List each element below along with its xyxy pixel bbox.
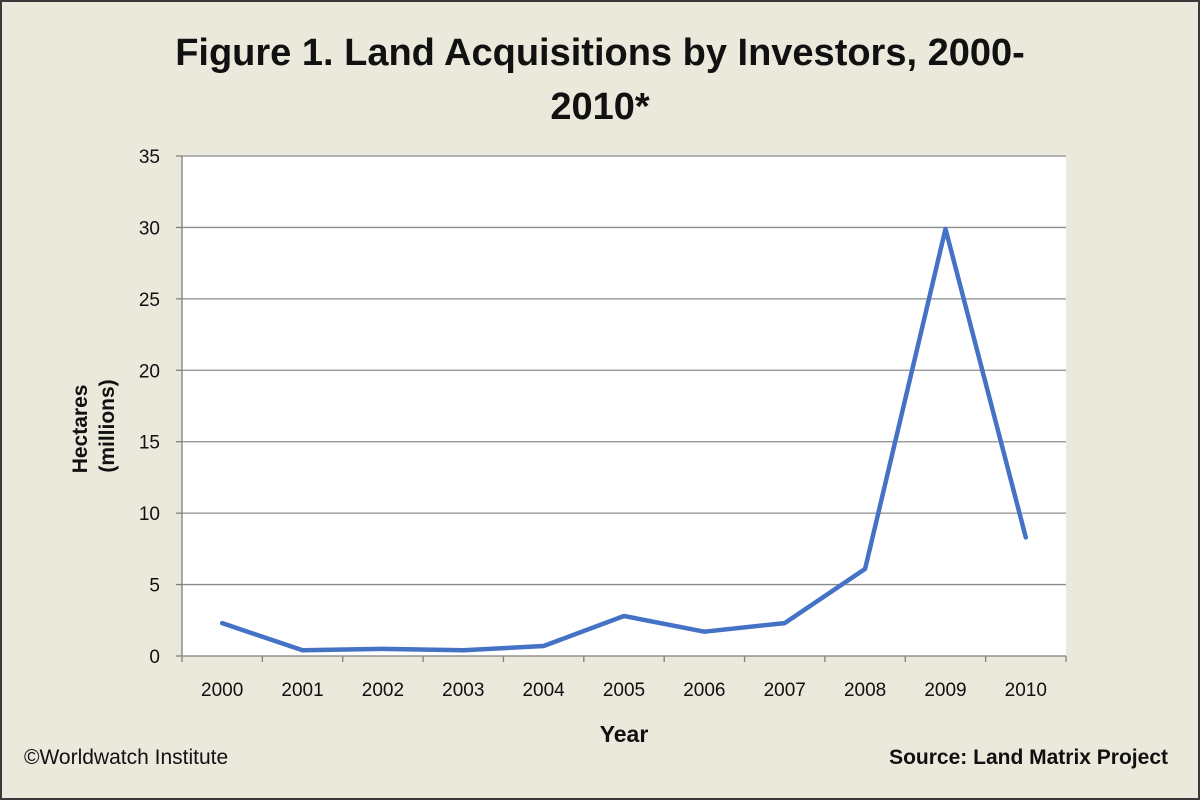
series-line — [219, 226, 1029, 653]
y-tick-label: 15 — [139, 433, 160, 454]
y-tick-label: 10 — [139, 504, 160, 525]
y-tick-label: 5 — [149, 576, 160, 597]
y-tick-label: 25 — [139, 290, 160, 311]
x-tick-label: 2005 — [603, 680, 645, 701]
x-tick-label: 2000 — [201, 680, 243, 701]
source-note: Source: Land Matrix Project — [889, 746, 1168, 769]
y-axis-label-line2: (millions) — [96, 379, 119, 472]
x-tick-label: 2008 — [844, 680, 886, 701]
chart-title-line2: 2010* — [550, 86, 650, 128]
copyright-notice: ©Worldwatch Institute — [24, 746, 229, 769]
y-axis-label: Hectares (millions) — [69, 379, 119, 474]
x-tick-label: 2002 — [362, 680, 404, 701]
y-tick-labels: 0 5 10 15 20 25 30 35 — [139, 147, 160, 668]
x-tick-label: 2001 — [281, 680, 323, 701]
y-tick-label: 20 — [139, 361, 160, 382]
plot-area — [182, 156, 1066, 656]
y-tick-label: 35 — [139, 147, 160, 168]
x-tick-labels: 2000 2001 2002 2003 2004 2005 2006 2007 2008 2009… — [201, 680, 1047, 701]
x-tick-label: 2006 — [683, 680, 725, 701]
x-tick-label: 2004 — [522, 680, 565, 701]
chart-title: Figure 1. Land Acquisitions by Investors… — [2, 26, 1198, 134]
x-tick-label: 2009 — [924, 680, 966, 701]
y-tick-label: 30 — [139, 218, 160, 239]
x-axis-label: Year — [600, 721, 649, 747]
y-tick-label: 0 — [149, 647, 160, 668]
series-group — [219, 226, 1029, 653]
gridlines — [176, 155, 1066, 657]
y-axis-label-line1: Hectares — [69, 385, 92, 474]
x-tick-label: 2003 — [442, 680, 484, 701]
x-tick-label: 2007 — [764, 680, 806, 701]
x-tick-label: 2010 — [1005, 680, 1047, 701]
chart-title-line1: Figure 1. Land Acquisitions by Investors… — [175, 32, 1025, 74]
axes — [181, 156, 1067, 662]
